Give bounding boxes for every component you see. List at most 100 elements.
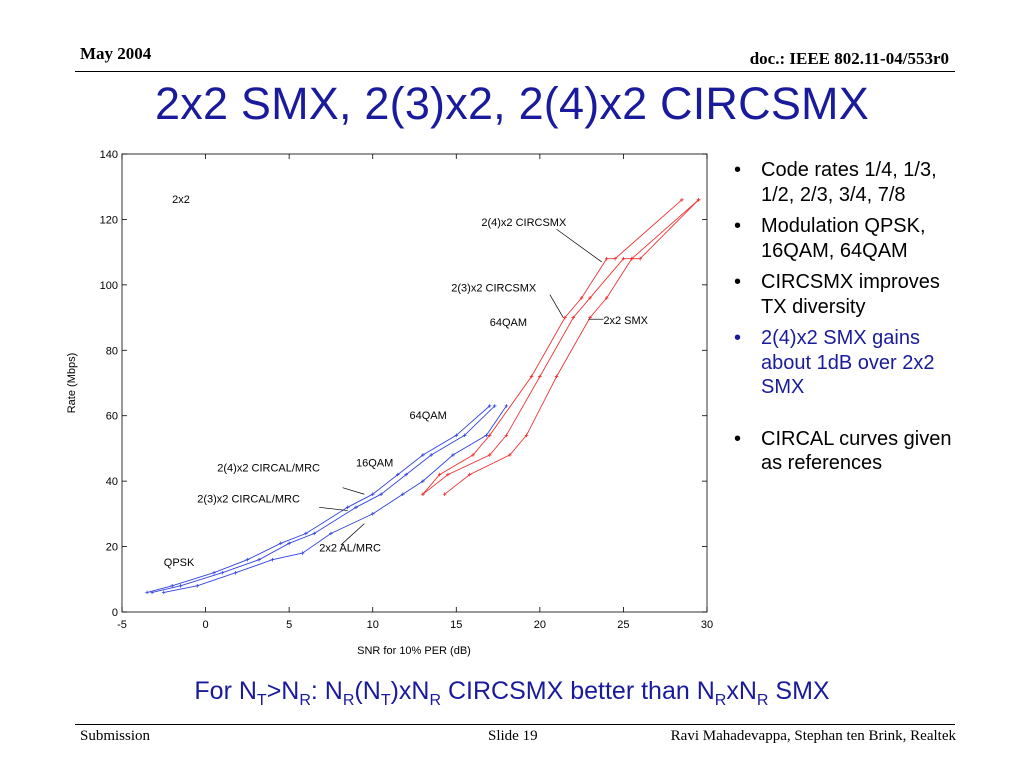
x-tick-label: 20 [534,619,546,631]
data-point [345,505,350,510]
data-point [278,541,283,546]
x-tick-label: 10 [367,619,379,631]
data-point [245,557,250,562]
data-point [442,492,447,497]
bullet-text: Modulation QPSK, 16QAM, 64QAM [761,215,926,262]
y-tick-label: 40 [106,476,118,488]
data-point [629,256,634,261]
x-tick-label: -5 [117,619,127,631]
data-point [161,590,166,595]
data-point [300,551,305,555]
chart-annotation: 2x2 [172,194,190,206]
data-point [370,512,375,516]
data-point [354,505,358,510]
bullet-dot: • [734,327,742,349]
data-point [613,256,617,261]
chart-annotation: 2x2 AL/MRC [319,542,381,554]
bullet-text: CIRCSMX improves TX diversity [761,271,940,318]
data-point [604,296,609,300]
x-tick-label: 0 [203,619,209,631]
data-point [233,570,238,575]
annotation-leader [319,506,348,511]
conclusion-note: For NT>NR: NR(NT)xNR CIRCSMX better than… [194,677,830,709]
x-tick-label: 30 [701,619,713,631]
data-point [437,472,442,477]
data-point [379,492,383,497]
data-point [421,453,425,457]
data-point [401,492,405,497]
chart-annotation: 2(3)x2 CIRCSMX [451,282,537,294]
data-point [395,472,400,477]
plot-frame [121,153,708,613]
data-point [404,472,408,477]
data-point [150,590,154,595]
bullet-item-highlight: • 2(4)x2 SMX gains about 1dB over 2x2 SMX [734,326,959,400]
y-tick-label: 20 [106,542,118,554]
data-point [538,374,542,379]
data-point [638,256,642,261]
data-point [467,472,472,477]
data-point [212,570,216,575]
series-line [422,199,699,495]
bullet-item: • Code rates 1/4, 1/3, 1/2, 2/3, 3/4, 7/8 [734,158,959,207]
data-point [329,531,333,536]
data-point [696,198,701,202]
slide-title: 2x2 SMX, 2(3)x2, 2(4)x2 CIRCSMX [155,78,869,129]
bullet-dot: • [734,271,742,293]
data-point [220,570,225,575]
data-point [504,404,509,408]
data-point [507,453,512,457]
footer-submission: Submission [80,728,151,744]
x-axis-label: SNR for 10% PER (dB) [357,645,471,657]
y-tick-label: 140 [100,149,118,161]
data-point [312,531,317,536]
chart-annotation: 2x2 SMX [603,315,648,327]
footer-slide-number: Slide 19 [488,728,538,744]
series-line [151,405,496,593]
data-point [471,453,475,457]
data-point [571,315,576,320]
data-point [588,296,592,300]
bullet-dot: • [734,159,742,181]
data-point [145,590,149,595]
chart-annotation: 16QAM [356,457,393,469]
data-point [579,296,584,300]
series-line [444,199,699,495]
data-point [621,256,626,261]
data-point [257,557,261,562]
data-point [451,453,455,457]
series-line [422,199,683,495]
y-tick-label: 60 [106,411,118,423]
data-point [563,315,567,320]
chart-annotation: 2(3)x2 CIRCAL/MRC [197,493,300,505]
x-tick-label: 5 [286,619,292,631]
data-point [484,433,489,438]
data-point [178,584,183,588]
data-point [421,492,425,497]
chart-annotation: 64QAM [409,410,446,422]
header-doc-id: doc.: IEEE 802.11-04/553r0 [749,49,949,68]
series-line [146,405,490,593]
bullet-item: • CIRCAL curves given as references [734,427,959,476]
y-axis-label: Rate (Mbps) [66,353,78,414]
data-point [370,492,375,497]
data-point [487,404,492,408]
data-point [588,315,592,320]
bullet-text: CIRCAL curves given as references [761,427,952,475]
annotation-leader [556,228,602,263]
annotation-leader [549,294,564,318]
data-point [504,433,509,438]
footer-authors: Ravi Mahadevappa, Stephan ten Brink, Rea… [670,728,956,744]
data-point [170,584,174,588]
data-point [446,472,450,477]
annotation-leader [342,487,365,495]
chart-series [145,198,701,595]
y-tick-label: 120 [100,214,118,226]
x-tick-label: 15 [450,619,462,631]
data-point [492,404,497,408]
bullet-dot: • [734,215,742,237]
data-point [287,541,291,546]
chart-annotation: 64QAM [490,317,527,329]
